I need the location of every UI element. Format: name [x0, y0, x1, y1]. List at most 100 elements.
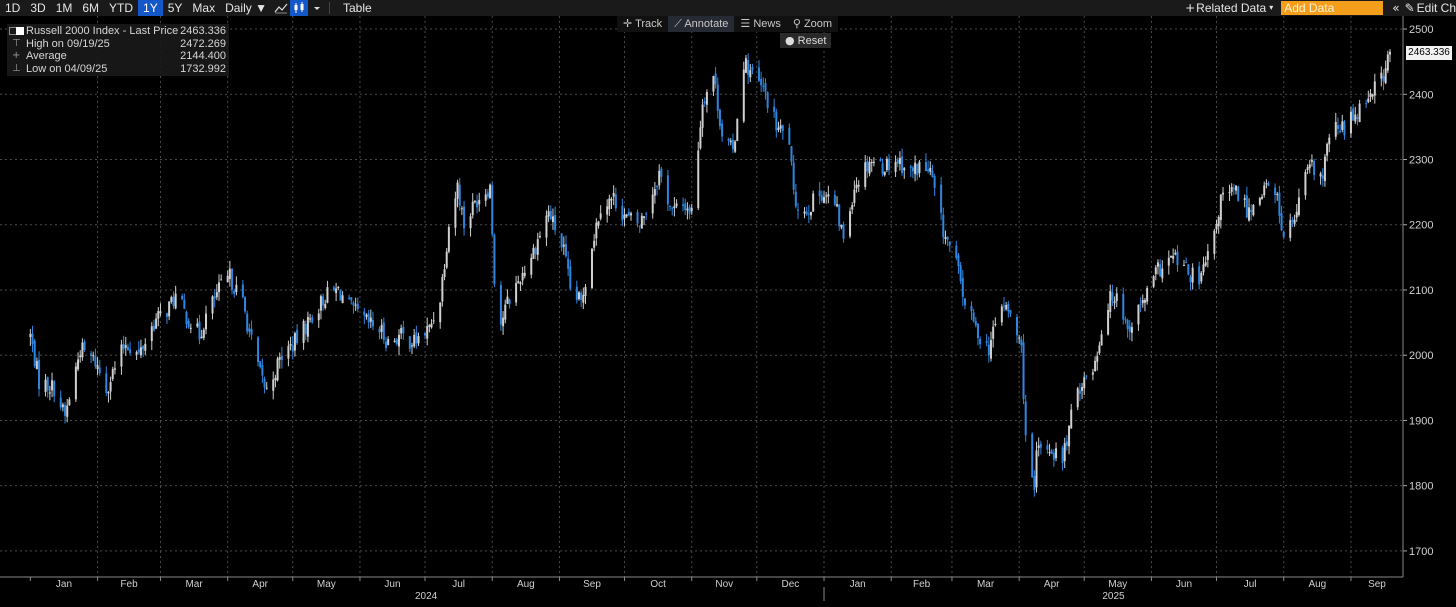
legend-series-row[interactable]: Russell 2000 Index - Last Price 2463.336: [7, 25, 229, 38]
candle: [263, 376, 266, 394]
period-3d[interactable]: 3D: [30, 1, 46, 15]
candle-body: [473, 200, 476, 203]
candle: [727, 137, 730, 146]
candle-body: [957, 255, 960, 266]
line-chart-icon[interactable]: [272, 0, 290, 16]
candle: [215, 284, 218, 301]
candle-body: [96, 365, 99, 370]
candle-body: [172, 296, 175, 306]
candle: [718, 108, 721, 130]
candle-body: [727, 138, 730, 141]
candle: [380, 319, 383, 339]
candle-body: [536, 239, 539, 255]
candle: [1100, 330, 1103, 346]
period-1m[interactable]: 1M: [55, 1, 73, 15]
candle-body: [701, 104, 704, 128]
candle-body: [911, 167, 914, 172]
track-label: Track: [635, 18, 663, 30]
track-button[interactable]: ✛ Track: [617, 16, 668, 32]
candle-body: [276, 358, 279, 381]
candle-body: [94, 356, 97, 367]
candle: [623, 208, 626, 227]
reset-button[interactable]: ● Reset: [780, 33, 832, 48]
period-6m[interactable]: 6M: [82, 1, 100, 15]
candle: [413, 328, 416, 349]
candle: [395, 337, 398, 346]
add-data-input[interactable]: [1281, 1, 1384, 15]
candle-body: [1174, 252, 1177, 255]
candle-body: [810, 211, 813, 216]
candle-body: [1081, 386, 1084, 391]
candle-body: [608, 198, 611, 210]
candle: [1365, 99, 1368, 109]
candle: [371, 311, 374, 331]
collapse-panel-icon[interactable]: «: [1392, 1, 1400, 15]
candle-body: [521, 272, 524, 281]
candle-body: [1250, 209, 1253, 213]
period-1d[interactable]: 1D: [5, 1, 21, 15]
legend-low-value: 1732.992: [180, 62, 226, 75]
related-data-caret-icon[interactable]: ▾: [1269, 3, 1274, 12]
candle: [508, 298, 511, 309]
x-tick-label: Dec: [782, 579, 800, 590]
candle-body: [916, 163, 919, 176]
candle-body: [690, 207, 693, 212]
candle: [478, 192, 481, 212]
candle-body: [888, 158, 891, 171]
candle: [1293, 214, 1296, 227]
candle-body: [1243, 198, 1246, 200]
candle-body: [1068, 425, 1071, 447]
candle: [172, 291, 175, 309]
candle: [885, 156, 888, 173]
frequency-dropdown[interactable]: Daily ▼: [225, 1, 267, 15]
candle: [621, 198, 624, 226]
candle: [957, 252, 960, 274]
candle-body: [1278, 192, 1281, 216]
candle-body: [1276, 193, 1279, 196]
period-ytd[interactable]: YTD: [109, 1, 134, 15]
candle: [924, 153, 927, 172]
related-data-button[interactable]: Related Data: [1196, 1, 1267, 15]
pencil-icon[interactable]: ✎: [1404, 1, 1415, 15]
candle: [1235, 185, 1238, 195]
table-button[interactable]: Table: [342, 1, 372, 15]
candle-body: [165, 313, 168, 317]
candle: [1243, 194, 1246, 208]
y-tick-label: 2000: [1409, 350, 1433, 362]
candle-body: [731, 139, 734, 150]
candle-body: [183, 299, 186, 309]
candle-body: [196, 323, 199, 327]
candle-body: [408, 336, 411, 349]
news-icon: ☰: [740, 17, 751, 30]
dropdown-caret-icon[interactable]: [308, 0, 326, 16]
edit-chart-button[interactable]: Edit Ch: [1416, 1, 1456, 15]
candle-body: [1215, 223, 1218, 230]
candle-body: [185, 311, 188, 325]
candle-body: [864, 162, 867, 187]
candle: [836, 196, 839, 208]
candle: [1172, 248, 1175, 264]
candle: [476, 194, 479, 214]
candle: [684, 198, 687, 215]
candle: [304, 320, 307, 341]
period-1y[interactable]: 1Y: [138, 0, 163, 16]
period-5y[interactable]: 5Y: [167, 1, 183, 15]
candlestick-icon[interactable]: [289, 0, 308, 16]
candle: [1022, 333, 1025, 405]
candle: [181, 293, 184, 301]
annotate-button[interactable]: ⟋ Annotate: [668, 16, 735, 32]
candle-body: [265, 387, 268, 389]
annotate-label: Annotate: [684, 18, 729, 30]
zoom-button[interactable]: ⚲ Zoom: [787, 16, 838, 32]
news-button[interactable]: ☰ News: [734, 16, 786, 32]
period-max[interactable]: Max: [192, 1, 216, 15]
candle-body: [1352, 108, 1355, 121]
candle: [823, 190, 826, 204]
candle: [994, 317, 997, 327]
candle: [599, 205, 602, 221]
candle-body: [211, 296, 214, 314]
candle: [1113, 296, 1116, 310]
candle: [536, 232, 539, 261]
candle: [367, 309, 370, 329]
